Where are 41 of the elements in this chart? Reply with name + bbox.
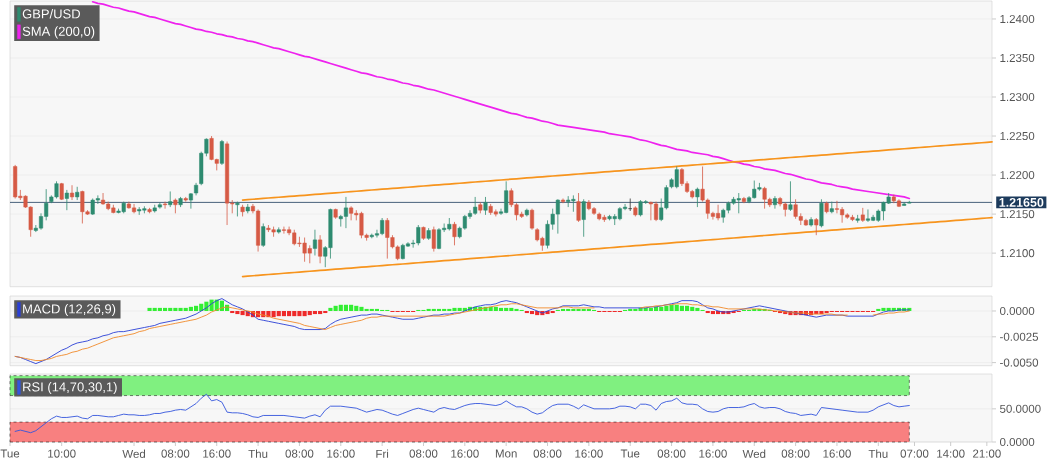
x-tick-label: 08:00 xyxy=(409,449,438,458)
x-tick-label: 08:00 xyxy=(533,449,562,458)
x-tick-label: 08:00 xyxy=(285,449,314,458)
x-tick-label: Thu xyxy=(868,449,888,458)
y-tick-label: 1.2100 xyxy=(1000,249,1035,258)
x-tick-label: 16:00 xyxy=(327,449,355,458)
x-tick-label: 14:00 xyxy=(937,449,965,458)
y-tick-label: 1.2350 xyxy=(1000,53,1035,63)
x-tick-label: Thu xyxy=(248,449,268,458)
x-tick-label: 08:00 xyxy=(657,449,686,458)
x-tick-label: Tue xyxy=(0,449,20,458)
ref-line-label: 1.21650 xyxy=(999,197,1044,207)
x-tick-label: 21:00 xyxy=(973,449,1001,458)
y-tick-label: 0.0000 xyxy=(1000,437,1035,447)
y-tick-label: 1.2250 xyxy=(1000,131,1035,141)
x-tick-label: Wed xyxy=(742,449,766,458)
x-tick-label: Wed xyxy=(122,449,146,458)
x-tick-label: Fri xyxy=(376,449,389,458)
y-tick-label: 1.2150 xyxy=(1000,210,1035,219)
legend-label: SMA (200,0) xyxy=(22,26,95,39)
x-tick-label: 08:00 xyxy=(781,449,810,458)
x-tick-label: 10:00 xyxy=(48,449,76,458)
y-tick-label: 1.2400 xyxy=(1000,14,1035,24)
y-tick-label: 50.0000 xyxy=(1000,404,1041,413)
x-tick-label: 16:00 xyxy=(575,449,603,458)
legend-label: MACD (12,26,9) xyxy=(23,303,116,317)
x-tick-label: Tue xyxy=(620,449,640,458)
x-tick-label: Mon xyxy=(495,449,517,458)
legend-label: GBP/USD xyxy=(22,8,80,19)
x-tick-label: 16:00 xyxy=(203,449,231,458)
x-tick-label: 16:00 xyxy=(699,449,727,458)
y-tick-label: -0.0025 xyxy=(1000,332,1039,341)
y-tick-label: 0.0000 xyxy=(1000,306,1035,316)
legend-label: RSI (14,70,30,1) xyxy=(23,381,117,395)
y-tick-label: 1.2200 xyxy=(1000,171,1035,180)
x-tick-label: 16:00 xyxy=(823,449,851,458)
y-tick-label: 1.2300 xyxy=(1000,92,1035,102)
x-tick-label: 16:00 xyxy=(451,449,479,458)
y-tick-label: -0.0050 xyxy=(1000,358,1039,367)
x-tick-label: 07:00 xyxy=(900,449,929,458)
x-tick-label: 08:00 xyxy=(161,449,190,458)
